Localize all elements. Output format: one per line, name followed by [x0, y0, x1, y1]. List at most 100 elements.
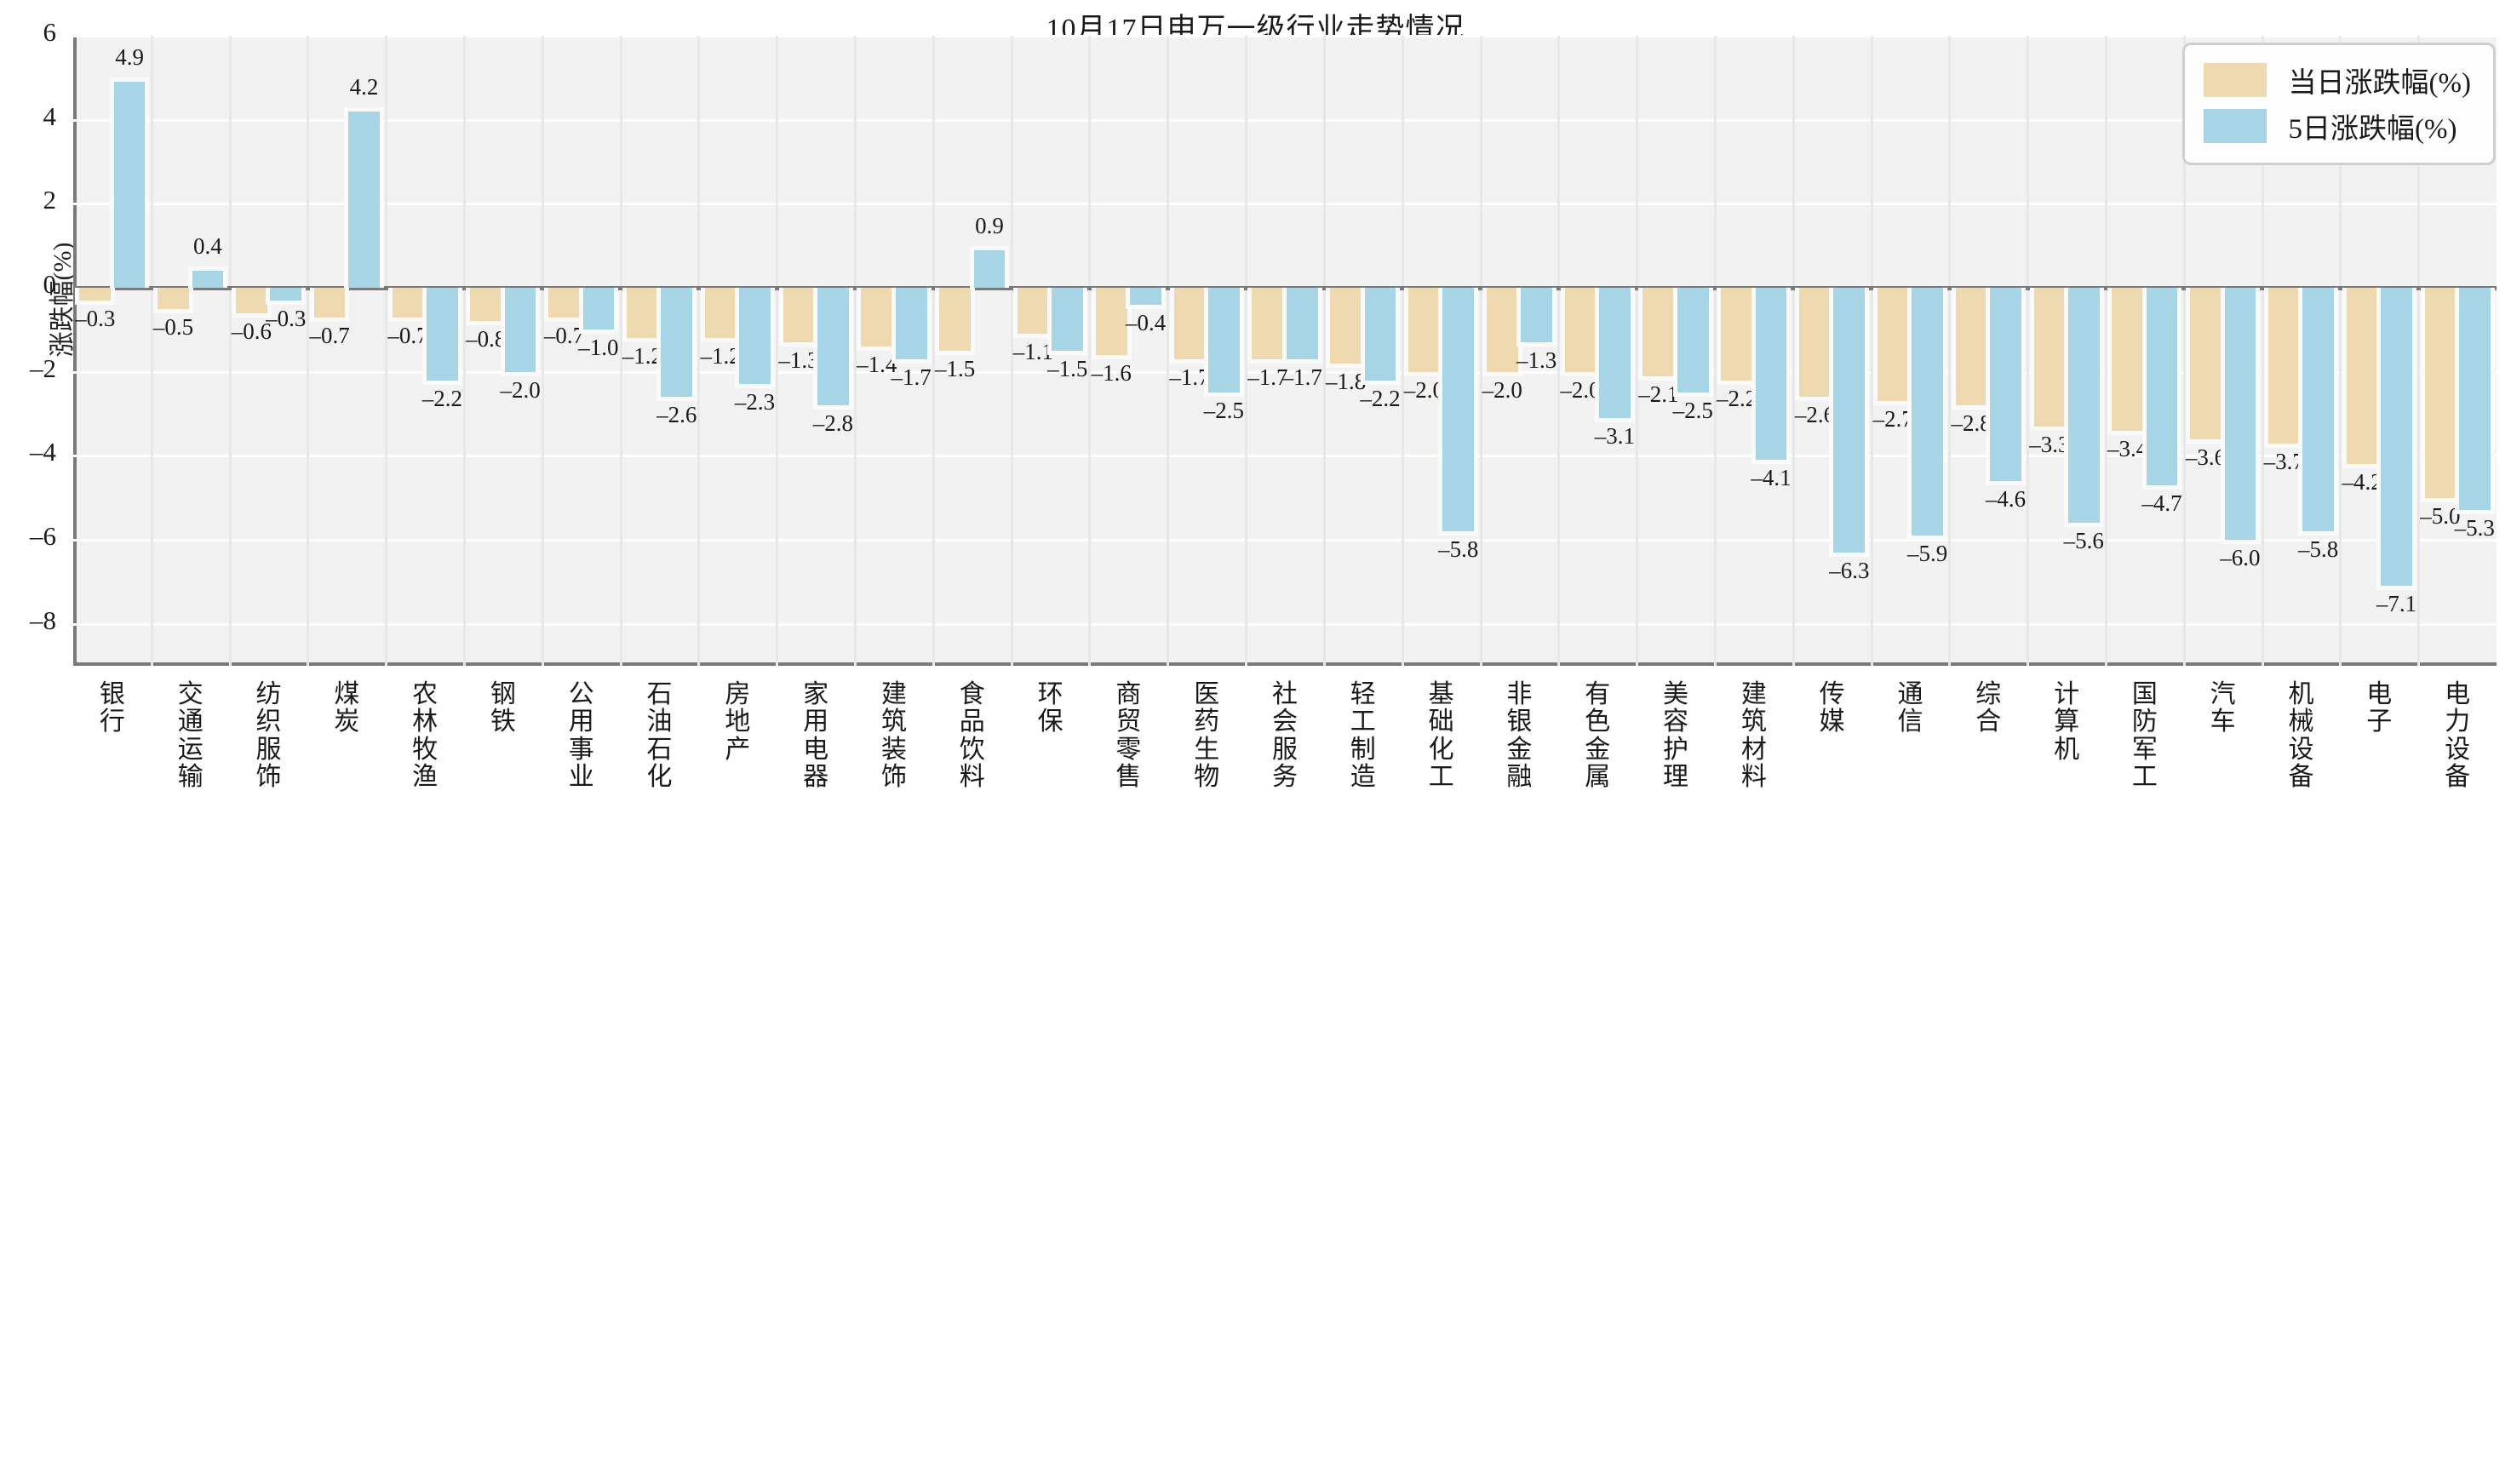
bar[interactable] — [704, 288, 737, 339]
x-axis-tick-label: 机械设备 — [2288, 680, 2314, 792]
bar[interactable] — [1912, 288, 1943, 536]
bar[interactable] — [582, 288, 615, 330]
bar[interactable] — [2067, 288, 2100, 524]
bar[interactable] — [2224, 288, 2256, 540]
x-axis-tick-label: 纺织服饰 — [255, 680, 282, 792]
bar[interactable] — [158, 288, 189, 309]
bar[interactable] — [504, 288, 536, 372]
bar[interactable] — [113, 82, 146, 288]
bar[interactable] — [1408, 288, 1440, 372]
bar-value-label: –2.2 — [1360, 385, 1401, 411]
bar[interactable] — [661, 288, 693, 398]
x-axis-tick-label: 美容护理 — [1663, 680, 1689, 792]
x-axis-tick-label: 计算机 — [2054, 680, 2080, 764]
bar[interactable] — [192, 271, 224, 288]
bar[interactable] — [895, 288, 927, 359]
bar[interactable] — [2190, 288, 2221, 439]
legend-item-2[interactable]: 5日涨跌幅(%) — [2203, 103, 2471, 149]
legend-item-1[interactable]: 当日涨跌幅(%) — [2203, 57, 2471, 103]
bar-value-label: –1.3 — [778, 347, 819, 374]
bar[interactable] — [1755, 288, 1787, 461]
bar[interactable] — [1799, 288, 1831, 398]
gridline-vertical — [2339, 36, 2342, 666]
bar[interactable] — [1833, 288, 1866, 553]
bar-value-label: –1.8 — [1325, 368, 1367, 394]
bar[interactable] — [235, 288, 267, 313]
bar[interactable] — [1018, 288, 1049, 335]
bar[interactable] — [1521, 288, 1552, 343]
bar[interactable] — [783, 288, 815, 343]
bar[interactable] — [2381, 288, 2412, 587]
bar-group: –2.0 –5.8 — [1402, 36, 1481, 666]
bar[interactable] — [2112, 288, 2144, 431]
gridline-vertical — [1401, 36, 1404, 666]
bar-value-label: –2.6 — [1794, 402, 1836, 428]
x-axis-tick-label: 公用事业 — [568, 680, 594, 792]
bar[interactable] — [973, 249, 1006, 288]
x-axis-tick-label: 国防军工 — [2131, 680, 2158, 792]
bar[interactable] — [1990, 288, 2021, 481]
bar[interactable] — [1599, 288, 1631, 418]
bar[interactable] — [1095, 288, 1127, 355]
bar[interactable] — [548, 288, 580, 318]
bar-value-label: –2.6 — [656, 402, 697, 428]
gridline-vertical — [1010, 36, 1013, 666]
bar[interactable] — [348, 111, 380, 288]
bar[interactable] — [470, 288, 502, 322]
bar[interactable] — [1721, 288, 1752, 381]
bar[interactable] — [1642, 288, 1675, 376]
x-axis-tick-label: 电子 — [2366, 680, 2393, 736]
bar[interactable] — [1052, 288, 1084, 351]
bar[interactable] — [1677, 288, 1709, 393]
bar-value-label: 0.4 — [193, 233, 222, 260]
bar[interactable] — [1564, 288, 1597, 372]
bar-value-label: –3.7 — [2263, 448, 2304, 474]
bar[interactable] — [270, 288, 302, 301]
bar[interactable] — [2146, 288, 2178, 485]
bar[interactable] — [817, 288, 849, 406]
bar[interactable] — [861, 288, 893, 347]
bar-group: –0.6 –0.3 — [230, 36, 308, 666]
bar[interactable] — [739, 288, 771, 385]
x-axis-tick-label: 食品饮料 — [959, 680, 985, 792]
y-axis-tick-label: –4 — [30, 437, 56, 467]
bar[interactable] — [2346, 288, 2378, 465]
bar-value-label: –6.0 — [2220, 545, 2261, 570]
x-axis-tick-label: 通信 — [1897, 680, 1923, 736]
bar[interactable] — [2267, 288, 2300, 444]
bar-group: –1.7 –1.7 — [1246, 36, 1324, 666]
bar-value-label: –2.8 — [1951, 410, 1992, 437]
bar[interactable] — [1877, 288, 1909, 402]
bar[interactable] — [1442, 288, 1475, 532]
bar[interactable] — [1173, 288, 1206, 359]
bar[interactable] — [79, 288, 112, 301]
bar[interactable] — [426, 288, 458, 381]
bar[interactable] — [392, 288, 424, 318]
bar[interactable] — [1955, 288, 1987, 406]
chart-legend[interactable]: 当日涨跌幅(%) 5日涨跌幅(%) — [2181, 43, 2496, 165]
bar[interactable] — [1130, 288, 1161, 305]
bar[interactable] — [1252, 288, 1284, 359]
bar-group: –2.2 –4.1 — [1715, 36, 1793, 666]
bar[interactable] — [1486, 288, 1518, 372]
bar[interactable] — [2424, 288, 2457, 498]
y-axis-tick-label: 2 — [43, 185, 57, 215]
gridline-vertical — [1245, 36, 1248, 666]
bar[interactable] — [1364, 288, 1396, 381]
y-axis-tick-label: 6 — [43, 17, 57, 47]
x-axis-tick-label: 商贸零售 — [1115, 680, 1142, 792]
bar-group: –2.0 –3.1 — [1558, 36, 1637, 666]
bar-value-label: –0.5 — [152, 313, 194, 340]
bar[interactable] — [1208, 288, 1240, 393]
bar[interactable] — [2458, 288, 2491, 511]
bar[interactable] — [2033, 288, 2066, 427]
bar[interactable] — [2302, 288, 2335, 532]
gridline-vertical — [385, 36, 388, 666]
x-axis-tick-label: 社会服务 — [1272, 680, 1298, 792]
bar[interactable] — [313, 288, 346, 318]
x-axis-tick-label: 建筑材料 — [1740, 680, 1767, 792]
bar[interactable] — [1330, 288, 1362, 364]
bar[interactable] — [626, 288, 658, 339]
bar[interactable] — [1286, 288, 1318, 359]
bar[interactable] — [939, 288, 971, 351]
